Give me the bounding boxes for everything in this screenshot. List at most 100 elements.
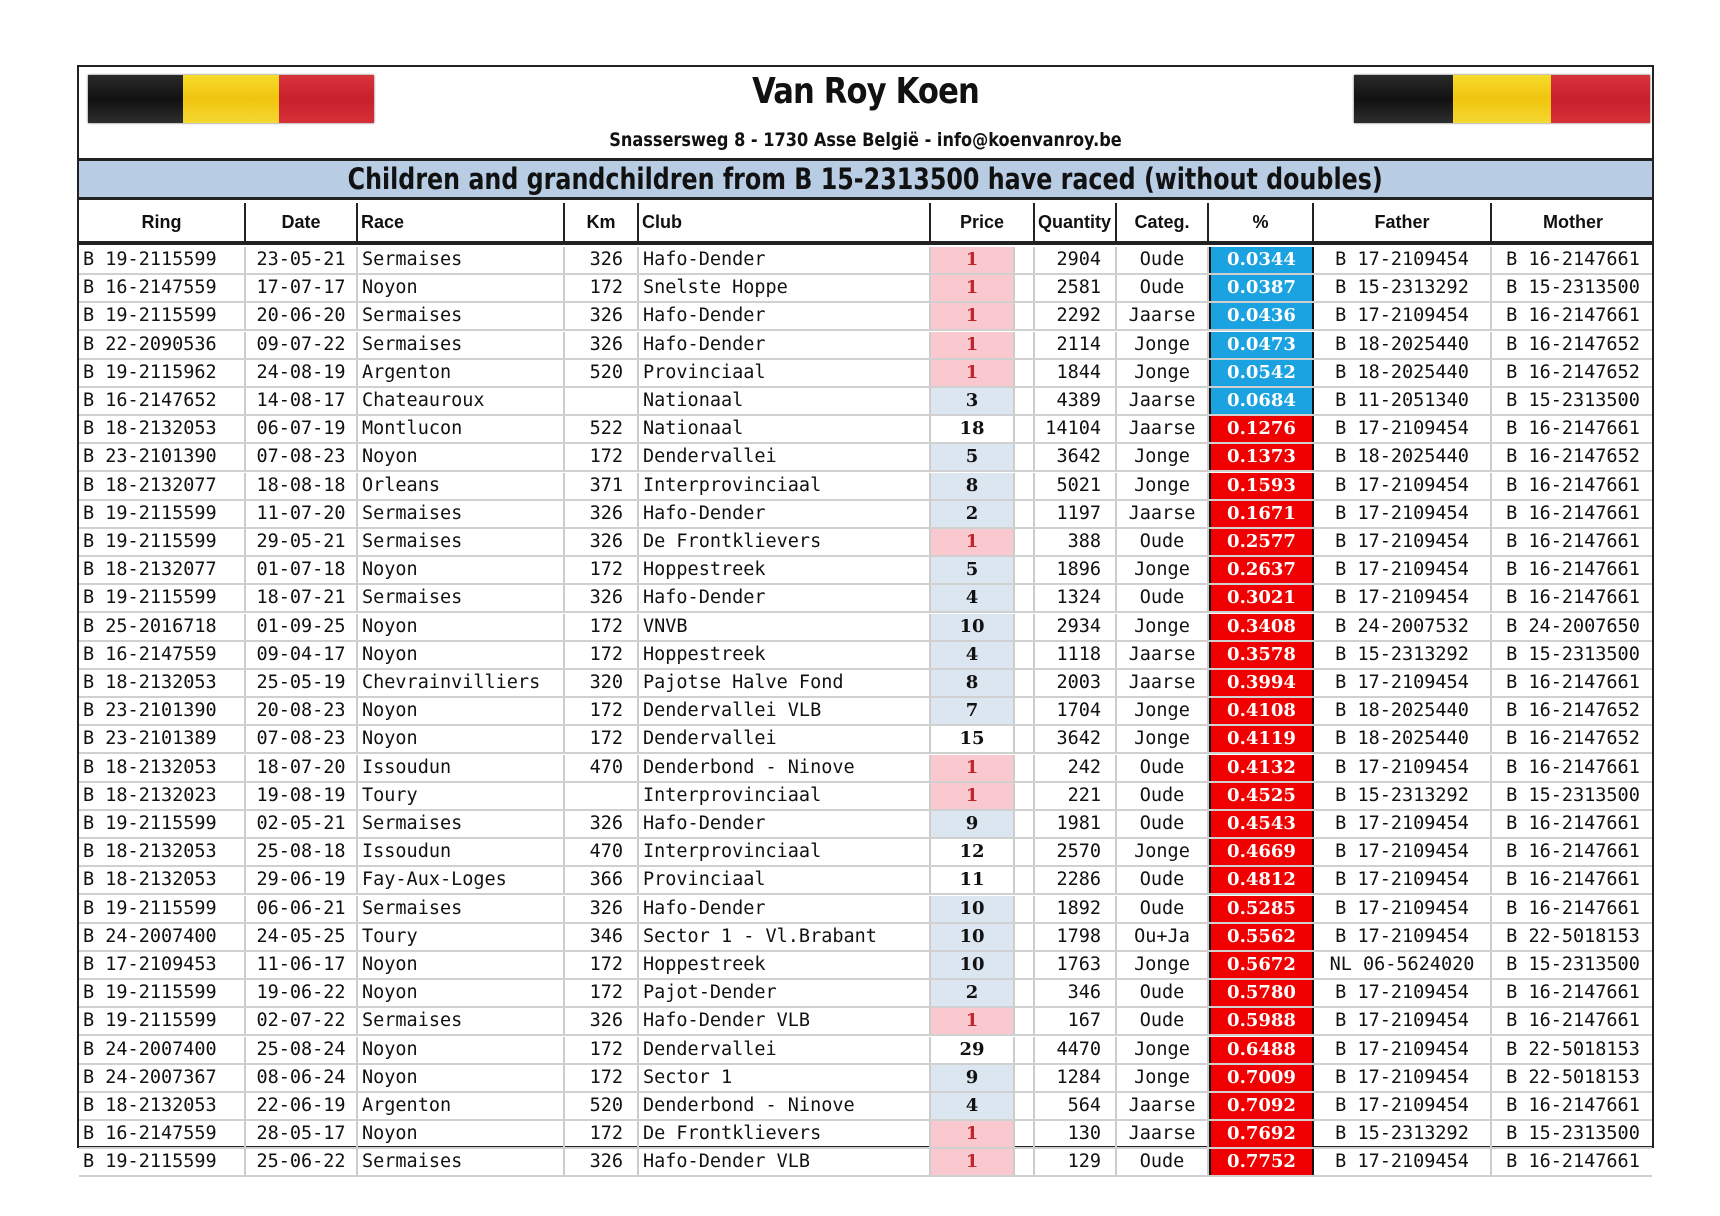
price-spacer-cell <box>1013 331 1035 358</box>
cell-km <box>565 782 639 809</box>
cell-race: Sermaises <box>358 500 565 527</box>
cell-club: Snelste Hoppe <box>639 275 931 302</box>
price-spacer-cell <box>1013 444 1035 471</box>
cell-mother: B 16-2147661 <box>1506 249 1640 270</box>
price-spacer-cell <box>1013 275 1035 302</box>
cell-price: 3 <box>931 388 1013 414</box>
cell-price: 18 <box>959 418 985 440</box>
cell-quantity: 1763 <box>1035 952 1117 978</box>
cell-race: Sermaises <box>358 895 565 922</box>
cell-date: 06-06-21 <box>246 895 358 922</box>
cell-race: Chevrainvilliers <box>358 670 565 696</box>
cell-club: Hafo-Dender VLB <box>639 1149 931 1176</box>
cell-club: Hoppestreek <box>639 952 931 978</box>
price-spacer-cell <box>1013 585 1035 612</box>
cell-price: 8 <box>931 670 1013 696</box>
cell-ring: B 18-2132077 <box>79 472 246 499</box>
cell-quantity: 1896 <box>1035 557 1117 584</box>
cell-percentage: 0.4132 <box>1209 754 1314 781</box>
cell-quantity: 1284 <box>1035 1064 1117 1091</box>
table-row: B 18-2132053 29-06-19 Fay-Aux-Loges 366 Prov… <box>79 867 1652 896</box>
cell-date: 17-07-17 <box>246 275 358 302</box>
cell-father: B 11-2051340 <box>1314 388 1492 414</box>
cell-race: Sermaises <box>358 585 565 612</box>
cell-mother: B 15-2313500 <box>1506 1123 1640 1145</box>
cell-quantity: 1844 <box>1035 359 1117 386</box>
cell-price: 1 <box>931 529 1013 555</box>
cell-father: B 18-2025440 <box>1314 444 1492 471</box>
cell-father: B 17-2109454 <box>1314 1093 1492 1119</box>
cell-father: B 17-2109454 <box>1314 1149 1492 1176</box>
cell-date: 08-06-24 <box>246 1064 358 1091</box>
cell-mother: B 16-2147661 <box>1506 897 1640 919</box>
cell-ring: B 18-2132023 <box>79 782 246 809</box>
cell-percentage: 0.7009 <box>1209 1064 1314 1091</box>
cell-club: De Frontklievers <box>639 529 931 555</box>
cell-race: Sermaises <box>358 247 565 273</box>
cell-club: Interprovinciaal <box>639 839 931 866</box>
cell-category: Jaarse <box>1117 416 1209 443</box>
price-spacer-cell <box>1013 670 1035 696</box>
cell-date: 07-08-23 <box>246 444 358 471</box>
cell-percentage: 0.3578 <box>1209 641 1314 668</box>
cell-ring: B 18-2132053 <box>79 1093 246 1119</box>
cell-race: Sermaises <box>358 529 565 555</box>
cell-date: 02-05-21 <box>246 811 358 837</box>
cell-price: 5 <box>931 444 1013 471</box>
cell-date: 01-07-18 <box>246 557 358 584</box>
cell-price: 4 <box>931 641 1013 668</box>
cell-ring: B 16-2147559 <box>79 641 246 668</box>
cell-date: 20-08-23 <box>246 698 358 725</box>
cell-club: Provinciaal <box>639 359 931 386</box>
cell-category: Jonge <box>1117 952 1209 978</box>
cell-ring: B 17-2109453 <box>79 952 246 978</box>
cell-category: Jaarse <box>1117 388 1209 414</box>
cell-mother: B 16-2147661 <box>1506 982 1640 1004</box>
cell-father: B 17-2109454 <box>1314 1008 1492 1035</box>
cell-price: 10 <box>931 895 1013 922</box>
cell-km: 326 <box>565 331 639 358</box>
cell-father: NL 06-5624020 <box>1314 952 1492 978</box>
cell-mother: B 16-2147661 <box>1506 502 1640 524</box>
cell-father: B 24-2007532 <box>1314 613 1492 640</box>
cell-percentage: 0.4108 <box>1209 698 1314 725</box>
cell-ring: B 19-2115599 <box>79 811 246 837</box>
cell-date: 09-07-22 <box>246 331 358 358</box>
cell-category: Jonge <box>1117 726 1209 753</box>
cell-father: B 15-2313292 <box>1314 275 1492 302</box>
table-row: B 24-2007400 24-05-25 Toury 346 Sector 1 - V… <box>79 923 1652 952</box>
column-header-club: Club <box>639 203 931 241</box>
cell-percentage: 0.7752 <box>1209 1149 1314 1176</box>
cell-price: 5 <box>931 557 1013 584</box>
cell-percentage: 0.7692 <box>1209 1121 1314 1148</box>
cell-father: B 15-2313292 <box>1314 782 1492 809</box>
cell-percentage: 0.1593 <box>1209 472 1314 499</box>
cell-mother: B 16-2147661 <box>1506 587 1640 609</box>
cell-km: 520 <box>565 1093 639 1119</box>
cell-price: 1 <box>931 331 1013 358</box>
cell-mother: B 16-2147652 <box>1506 728 1640 750</box>
table-row: B 19-2115599 19-06-22 Noyon 172 Pajot-Dender… <box>79 980 1652 1009</box>
cell-father: B 17-2109454 <box>1314 923 1492 950</box>
cell-category: Oude <box>1117 754 1209 781</box>
cell-price: 7 <box>931 698 1013 725</box>
price-spacer-cell <box>1013 529 1035 555</box>
cell-ring: B 16-2147559 <box>79 1121 246 1148</box>
cell-ring: B 24-2007400 <box>79 923 246 950</box>
cell-mother: B 22-5018153 <box>1506 1038 1640 1060</box>
price-spacer-cell <box>1013 641 1035 668</box>
cell-date: 02-07-22 <box>246 1008 358 1035</box>
price-spacer-cell <box>1013 867 1035 894</box>
cell-date: 18-07-20 <box>246 754 358 781</box>
table-row: B 18-2132053 06-07-19 Montlucon 522 Nationaa… <box>79 416 1652 445</box>
cell-category: Oude <box>1117 247 1209 273</box>
cell-km: 326 <box>565 811 639 837</box>
table-row: B 23-2101390 20-08-23 Noyon 172 Dendervallei… <box>79 698 1652 727</box>
cell-percentage: 0.5780 <box>1209 980 1314 1007</box>
cell-club: Denderbond - Ninove <box>639 1093 931 1119</box>
cell-father: B 17-2109454 <box>1314 500 1492 527</box>
cell-price: 8 <box>931 472 1013 499</box>
cell-race: Noyon <box>358 952 565 978</box>
cell-mother: B 16-2147661 <box>1506 305 1640 327</box>
cell-mother: B 15-2313500 <box>1506 390 1640 411</box>
